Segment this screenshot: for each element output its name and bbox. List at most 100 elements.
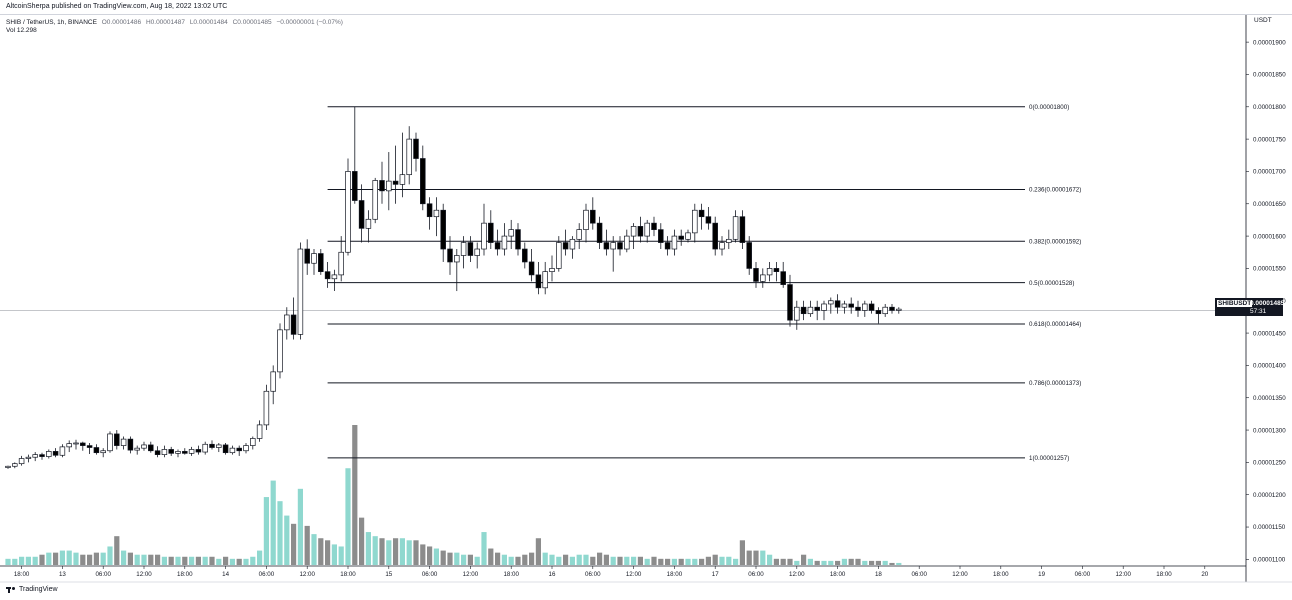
candle-body — [454, 255, 460, 263]
candle-body — [488, 222, 494, 243]
volume-value: 12.298 — [16, 27, 37, 34]
candle-body — [787, 284, 793, 321]
candle-body — [386, 180, 392, 192]
candle-body — [5, 465, 11, 468]
volume-bar — [66, 550, 72, 565]
volume-bar — [39, 554, 45, 565]
volume-bar — [447, 552, 453, 565]
candle-body — [256, 424, 263, 439]
time-tick-label: 06:00 — [585, 571, 601, 578]
time-tick-label: 18:00 — [340, 571, 356, 578]
candle-body — [297, 248, 304, 335]
candle-body — [413, 138, 419, 159]
volume-bar — [712, 554, 718, 565]
candle-body — [447, 248, 453, 263]
volume-bar — [617, 556, 623, 565]
time-tick-label: 14 — [222, 571, 229, 578]
fib-level-label: 0.786(0.00001373) — [1029, 380, 1081, 387]
volume-bar — [787, 558, 793, 565]
volume-bar — [807, 558, 813, 565]
tradingview-logo[interactable]: TradingView — [6, 586, 58, 593]
candle-body — [712, 222, 718, 250]
price-tag-symbol: SHIBUSDT — [1217, 300, 1253, 307]
candle-body — [569, 238, 576, 250]
time-tick-label: 17 — [712, 571, 719, 578]
volume-bar — [542, 552, 548, 565]
candle-body — [794, 306, 800, 321]
candle-body — [134, 447, 140, 451]
candle-body — [821, 303, 827, 311]
candle-body — [168, 449, 174, 454]
candle-body — [352, 171, 358, 201]
volume-bar — [427, 546, 433, 565]
volume-bar — [100, 552, 106, 565]
volume-bar — [284, 515, 290, 565]
candle-body — [345, 171, 351, 253]
candle-body — [889, 306, 895, 311]
candle-body — [610, 242, 616, 250]
volume-bar — [773, 558, 779, 565]
volume-bar — [889, 562, 895, 565]
candle-body — [229, 447, 236, 454]
volume-bar — [726, 556, 732, 565]
candle-body — [542, 271, 548, 289]
volume-bar — [331, 544, 337, 565]
volume-bar — [32, 556, 38, 565]
volume-bar — [671, 558, 677, 565]
candle-body — [522, 248, 528, 263]
volume-bar — [597, 552, 603, 565]
volume-bar — [637, 556, 643, 565]
volume-legend: Vol 12.298 — [6, 27, 37, 34]
candle-body — [596, 222, 603, 243]
candle-body — [692, 209, 698, 234]
candle-body — [311, 253, 317, 264]
candle-body — [576, 229, 582, 240]
volume-bar — [862, 560, 868, 565]
volume-bar — [12, 558, 18, 565]
volume-bar — [495, 552, 501, 565]
volume-bar — [59, 550, 65, 565]
time-tick-label: 18:00 — [667, 571, 683, 578]
price-tick-label: 0.00001200 — [1253, 492, 1286, 499]
price-tick-label: 0.00001800 — [1253, 104, 1286, 111]
candle-body — [86, 445, 93, 448]
candle-body — [188, 449, 195, 454]
volume-bar — [297, 488, 303, 565]
volume-bar — [549, 554, 555, 565]
candle-body — [236, 447, 242, 452]
fibonacci-retracement: 0(0.00001800) 0.236(0.00001672) 0.382(0.00… — [327, 104, 1081, 462]
volume-bar — [603, 554, 609, 565]
candle-body — [841, 303, 848, 308]
price-tick-label: 0.00001900 — [1253, 39, 1286, 46]
candle-body — [52, 451, 59, 456]
volume-bar — [270, 480, 276, 565]
price-tag-price: 0.00001485 — [1250, 300, 1285, 307]
volume-bar — [379, 538, 385, 565]
fib-level-label: 1(0.00001257) — [1029, 455, 1069, 462]
time-tick-label: 06:00 — [422, 571, 438, 578]
price-tick-label: 0.00001400 — [1253, 363, 1286, 370]
volume-bar — [501, 554, 507, 565]
candle-body — [535, 274, 542, 289]
volume-bar — [46, 552, 52, 565]
candle-body — [372, 180, 378, 220]
price-tick-label: 0.00001750 — [1253, 136, 1286, 143]
candle-body — [556, 242, 562, 269]
axes-layer: USDT 0.00001900 0.00001850 0.00001800 0.0000… — [0, 15, 1292, 583]
candle-body — [338, 251, 344, 276]
volume-bar — [399, 538, 405, 565]
volume-bar — [19, 556, 25, 565]
volume-bar — [263, 497, 269, 565]
candle-body — [732, 216, 739, 240]
volume-bar — [352, 425, 358, 565]
volume-bar — [610, 556, 616, 565]
volume-bar — [631, 556, 637, 565]
candle-body — [828, 300, 834, 305]
candle-body — [120, 438, 127, 446]
candle-body — [195, 449, 202, 453]
fib-level-label: 0(0.00001800) — [1029, 104, 1069, 111]
candle-body — [617, 242, 623, 250]
volume-bar — [345, 468, 351, 565]
last-price-tag: SHIBUSDT 0.00001485 57:31 — [1215, 298, 1285, 316]
